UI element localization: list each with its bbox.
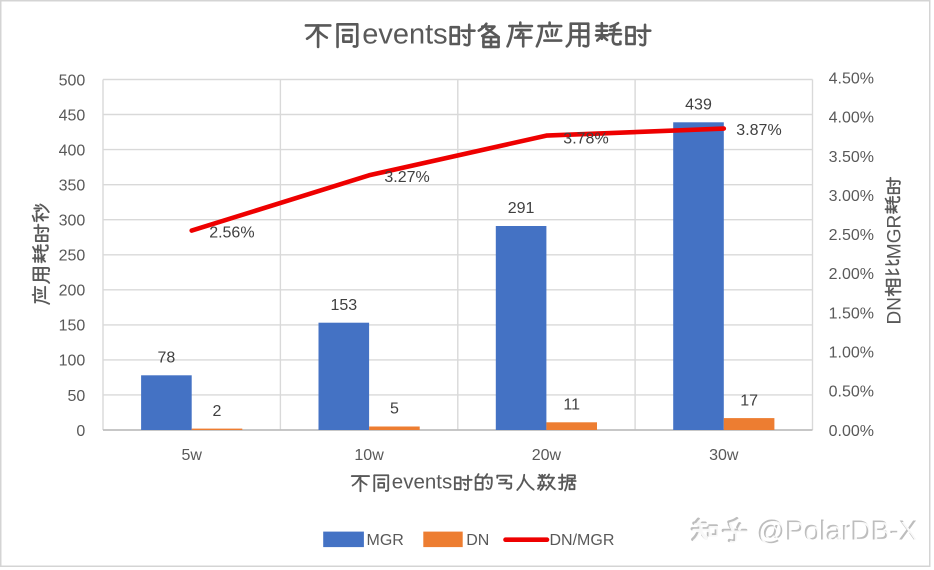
svg-text:1.50%: 1.50% — [829, 305, 874, 322]
svg-text:1.00%: 1.00% — [829, 345, 874, 362]
svg-text:3.00%: 3.00% — [829, 188, 874, 205]
svg-text:0: 0 — [76, 423, 85, 440]
svg-text:291: 291 — [508, 200, 535, 217]
svg-text:events: events — [362, 19, 447, 51]
svg-text:MGR: MGR — [884, 215, 905, 259]
svg-text:300: 300 — [59, 213, 86, 230]
svg-text:5: 5 — [390, 401, 399, 418]
svg-text:150: 150 — [59, 318, 86, 335]
svg-text:DN: DN — [884, 297, 905, 324]
svg-text:4.00%: 4.00% — [829, 110, 874, 127]
svg-text:3.27%: 3.27% — [384, 169, 429, 186]
svg-text:MGR: MGR — [367, 532, 404, 549]
svg-text:DN/MGR: DN/MGR — [550, 532, 615, 549]
svg-text:2.56%: 2.56% — [209, 224, 254, 241]
svg-text:4.50%: 4.50% — [829, 71, 874, 88]
svg-text:10w: 10w — [354, 447, 384, 464]
svg-text:17: 17 — [740, 392, 758, 409]
svg-text:250: 250 — [59, 248, 86, 265]
svg-text:11: 11 — [563, 397, 580, 414]
svg-text:DN: DN — [466, 532, 489, 549]
svg-text:78: 78 — [158, 350, 176, 367]
svg-text:153: 153 — [330, 297, 357, 314]
svg-text:@PolarDB-X: @PolarDB-X — [758, 516, 919, 547]
svg-text:450: 450 — [59, 107, 86, 124]
svg-text:@PolarDB-X: @PolarDB-X — [757, 515, 918, 546]
svg-text:30w: 30w — [709, 447, 739, 464]
svg-text:5w: 5w — [181, 447, 202, 464]
svg-text:0.50%: 0.50% — [829, 384, 874, 401]
svg-text:3.78%: 3.78% — [563, 130, 608, 147]
svg-text:3.50%: 3.50% — [829, 149, 874, 166]
svg-text:3.87%: 3.87% — [736, 122, 781, 139]
svg-text:350: 350 — [59, 178, 86, 195]
svg-text:20w: 20w — [532, 447, 562, 464]
svg-text:2: 2 — [213, 403, 222, 420]
svg-text:100: 100 — [59, 353, 86, 370]
svg-text:50: 50 — [68, 388, 86, 405]
svg-text:500: 500 — [59, 72, 86, 89]
svg-text:400: 400 — [59, 142, 86, 159]
svg-text:2.50%: 2.50% — [829, 227, 874, 244]
svg-text:0.00%: 0.00% — [829, 423, 874, 440]
svg-text:events: events — [392, 471, 452, 494]
svg-text:439: 439 — [685, 97, 712, 114]
svg-text:2.00%: 2.00% — [829, 266, 874, 283]
svg-text:200: 200 — [59, 283, 86, 300]
